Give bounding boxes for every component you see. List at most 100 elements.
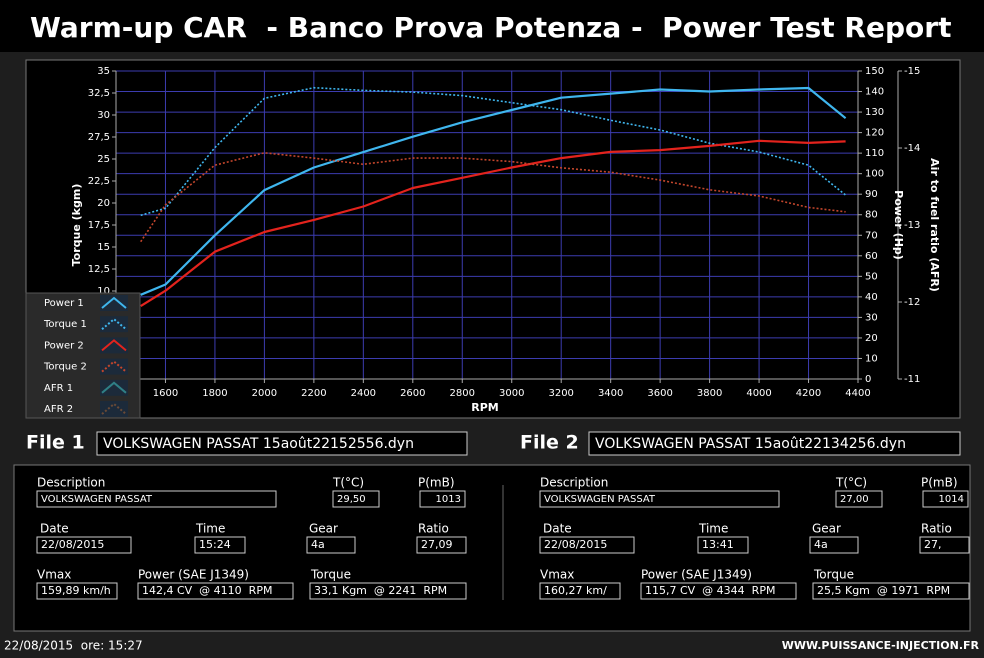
field-value: VOLKSWAGEN PASSAT <box>544 494 656 505</box>
x-tick-label: 2400 <box>351 388 376 399</box>
y3-tick-label: -12 <box>904 297 920 308</box>
y-tick-label: 22,5 <box>88 176 110 187</box>
plot-area <box>116 71 858 379</box>
x-tick-label: 2600 <box>400 388 425 399</box>
field-value: 142,4 CV @ 4110 RPM <box>142 584 272 597</box>
field-box <box>539 582 621 600</box>
field-value: VOLKSWAGEN PASSAT <box>41 494 153 505</box>
y-tick-label: 27,5 <box>88 132 110 143</box>
legend-swatch <box>100 401 128 417</box>
x-tick-label: 2800 <box>450 388 475 399</box>
legend-line <box>101 360 127 373</box>
legend-label: Power 1 <box>44 298 84 309</box>
field-label: Ratio <box>418 522 449 536</box>
y2-tick-label: 110 <box>865 148 884 159</box>
report-title: Warm-up CAR - Banco Prova Potenza - Powe… <box>30 11 951 44</box>
series-line <box>140 139 846 308</box>
file-name-box <box>588 431 961 456</box>
field-value: 115,7 CV @ 4344 RPM <box>645 584 775 597</box>
field-label: T(°C) <box>835 476 867 490</box>
field-box <box>306 536 356 554</box>
legend-swatch <box>100 316 128 333</box>
field-box <box>697 536 749 554</box>
field-label: P(mB) <box>921 476 958 490</box>
field-box <box>416 536 467 554</box>
legend-label: Power 2 <box>44 340 84 351</box>
y2-tick-label: 0 <box>865 374 871 385</box>
field-label: Date <box>40 522 69 536</box>
field-value: 1013 <box>436 494 461 505</box>
field-box <box>137 582 294 600</box>
x-tick-label: 4200 <box>796 388 821 399</box>
legend-label: AFR 2 <box>44 404 73 415</box>
legend-line <box>101 402 127 415</box>
field-label: Time <box>698 522 728 536</box>
x-tick-label: 3800 <box>697 388 722 399</box>
field-value: 27,09 <box>421 538 453 551</box>
y-tick-label: 20 <box>97 198 110 209</box>
file-name: VOLKSWAGEN PASSAT 15août22152556.dyn <box>103 436 414 452</box>
y2-tick-label: 20 <box>865 333 878 344</box>
field-label: Torque <box>310 568 351 582</box>
x-tick-label: 4000 <box>746 388 771 399</box>
field-box <box>640 582 797 600</box>
y-tick-label: 30 <box>97 110 110 121</box>
x-tick-label: 2200 <box>301 388 326 399</box>
field-box <box>332 490 380 508</box>
y3-tick-label: -13 <box>904 220 920 231</box>
field-label: Gear <box>309 522 338 536</box>
field-value: 15:24 <box>199 538 231 551</box>
field-value: 4a <box>311 538 325 551</box>
y-tick-label: 15 <box>97 242 110 253</box>
y-tick-label: 10 <box>97 286 110 297</box>
y2-tick-label: 10 <box>865 353 878 364</box>
legend-line <box>101 339 127 352</box>
field-value: 1014 <box>939 494 964 505</box>
y-tick-label: 32,5 <box>88 88 110 99</box>
field-label: Ratio <box>921 522 952 536</box>
x-tick-label: 2000 <box>252 388 277 399</box>
title-bar <box>0 0 984 52</box>
legend-swatch <box>100 337 128 354</box>
series-line <box>140 152 846 243</box>
field-value: 160,27 km/ <box>544 584 607 597</box>
footer-timestamp: 22/08/2015 ore: 15:27 <box>4 639 143 653</box>
footer-url: WWW.PUISSANCE-INJECTION.FR <box>782 639 980 652</box>
file-name-box <box>96 431 468 456</box>
field-box <box>922 490 969 508</box>
field-label: Power (SAE J1349) <box>641 568 752 582</box>
y3-axis-title: Air to fuel ratio (AFR) <box>928 158 941 292</box>
y-tick-label: 12,5 <box>88 264 110 275</box>
field-box <box>419 490 466 508</box>
field-box <box>919 536 970 554</box>
field-label: P(mB) <box>418 476 455 490</box>
y2-tick-label: 80 <box>865 210 878 221</box>
legend-swatch <box>100 379 128 396</box>
series-line <box>140 86 847 296</box>
x-tick-label: 1600 <box>153 388 178 399</box>
field-label: Time <box>195 522 225 536</box>
y2-tick-label: 50 <box>865 271 878 282</box>
y-tick-label: 17,5 <box>88 220 110 231</box>
legend-line <box>101 381 127 394</box>
field-value: 159,89 km/h <box>41 584 111 597</box>
legend-swatch <box>100 295 128 311</box>
field-box <box>36 490 277 508</box>
field-label: Description <box>540 476 608 490</box>
field-label: T(°C) <box>332 476 364 490</box>
field-label: Torque <box>813 568 854 582</box>
legend-swatch <box>100 358 128 375</box>
y2-tick-label: 140 <box>865 87 884 98</box>
field-box <box>835 490 883 508</box>
field-value: 13:41 <box>702 538 734 551</box>
field-box <box>194 536 246 554</box>
x-tick-label: 3400 <box>598 388 623 399</box>
field-value: 25,5 Kgm @ 1971 RPM <box>817 584 950 597</box>
y2-tick-label: 90 <box>865 189 878 200</box>
y-tick-label: 25 <box>97 154 110 165</box>
y-axis-title: Torque (kgm) <box>70 184 83 267</box>
y2-tick-label: 130 <box>865 107 884 118</box>
x-tick-label: 3000 <box>499 388 524 399</box>
y3-tick-label: -14 <box>904 143 920 154</box>
field-label: Vmax <box>37 568 71 582</box>
